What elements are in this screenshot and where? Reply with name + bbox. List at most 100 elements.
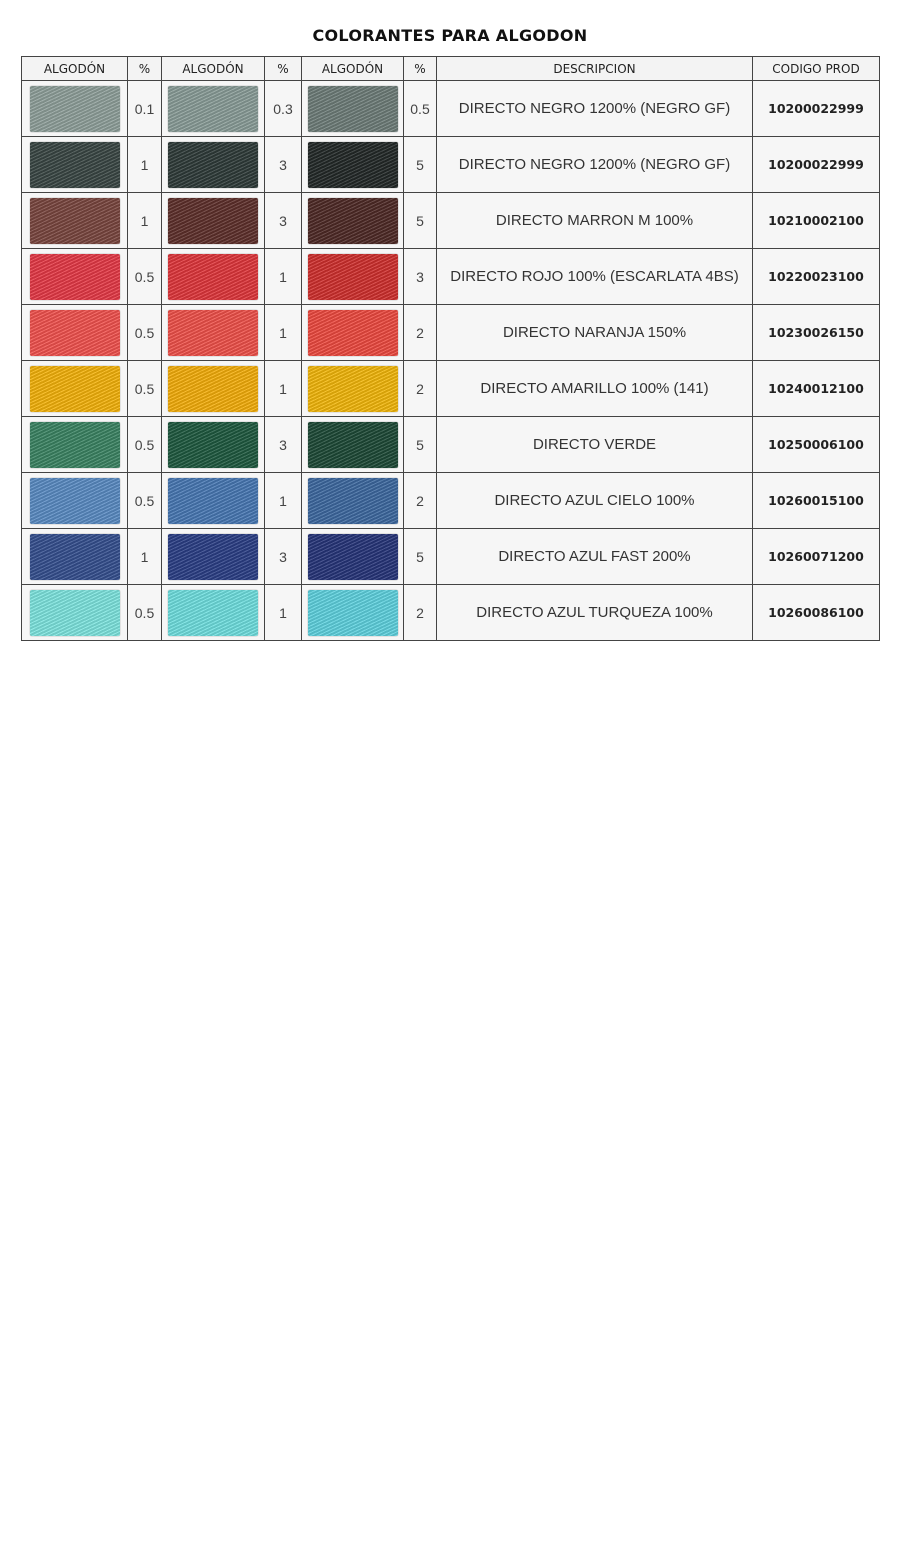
- table-row: 0.5 3 5 DIRECTO VERDE 10250006100: [21, 416, 880, 473]
- percent-cell: 5: [403, 192, 437, 249]
- swatch-cell: [161, 192, 265, 249]
- header-algodon-2: ALGODÓN: [161, 56, 265, 81]
- table-row: 0.1 0.3 0.5 DIRECTO NEGRO 1200% (NEGRO GF) 1…: [21, 80, 880, 137]
- fabric-swatch: [29, 533, 120, 580]
- swatch-cell: [21, 248, 128, 305]
- table-row: 0.5 1 2 DIRECTO AMARILLO 100% (141) 10240012…: [21, 360, 880, 417]
- product-code-cell: 10220023100: [752, 248, 880, 305]
- swatch-cell: [161, 80, 265, 137]
- description-cell: DIRECTO MARRON M 100%: [436, 192, 753, 249]
- fabric-swatch: [29, 253, 120, 300]
- fabric-swatch: [307, 253, 398, 300]
- percent-cell: 2: [403, 360, 437, 417]
- fabric-swatch: [168, 197, 258, 244]
- fabric-swatch: [29, 589, 120, 636]
- percent-cell: 2: [403, 472, 437, 529]
- table-row: 0.5 1 2 DIRECTO AZUL TURQUEZA 100% 102600861…: [21, 584, 880, 641]
- header-pct-2: %: [264, 56, 302, 81]
- percent-cell: 1: [127, 136, 162, 193]
- description-cell: DIRECTO NEGRO 1200% (NEGRO GF): [436, 80, 753, 137]
- percent-cell: 5: [403, 416, 437, 473]
- fabric-swatch: [168, 253, 258, 300]
- swatch-cell: [301, 192, 404, 249]
- header-pct-1: %: [127, 56, 162, 81]
- description-cell: DIRECTO AZUL TURQUEZA 100%: [436, 584, 753, 641]
- swatch-cell: [21, 304, 128, 361]
- description-cell: DIRECTO AZUL CIELO 100%: [436, 472, 753, 529]
- header-codigo: CODIGO PROD: [752, 56, 880, 81]
- swatch-cell: [301, 472, 404, 529]
- percent-cell: 5: [403, 528, 437, 585]
- fabric-swatch: [29, 309, 120, 356]
- product-code-cell: 10250006100: [752, 416, 880, 473]
- swatch-cell: [21, 416, 128, 473]
- table-row: 0.5 1 2 DIRECTO NARANJA 150% 10230026150: [21, 304, 880, 361]
- swatch-cell: [301, 136, 404, 193]
- swatch-cell: [301, 528, 404, 585]
- fabric-swatch: [307, 197, 398, 244]
- header-descripcion: DESCRIPCION: [436, 56, 753, 81]
- fabric-swatch: [168, 421, 258, 468]
- swatch-cell: [301, 584, 404, 641]
- fabric-swatch: [168, 365, 258, 412]
- swatch-cell: [301, 80, 404, 137]
- fabric-swatch: [307, 365, 398, 412]
- percent-cell: 0.5: [127, 584, 162, 641]
- percent-cell: 2: [403, 584, 437, 641]
- fabric-swatch: [29, 477, 120, 524]
- swatch-cell: [301, 360, 404, 417]
- header-algodon-1: ALGODÓN: [21, 56, 128, 81]
- product-code-cell: 10200022999: [752, 136, 880, 193]
- header-pct-3: %: [403, 56, 437, 81]
- swatch-cell: [21, 472, 128, 529]
- swatch-cell: [161, 472, 265, 529]
- fabric-swatch: [307, 421, 398, 468]
- product-code-cell: 10260086100: [752, 584, 880, 641]
- percent-cell: 0.5: [403, 80, 437, 137]
- fabric-swatch: [168, 141, 258, 188]
- fabric-swatch: [168, 589, 258, 636]
- fabric-swatch: [307, 589, 398, 636]
- percent-cell: 1: [264, 584, 302, 641]
- percent-cell: 0.5: [127, 416, 162, 473]
- swatch-cell: [21, 528, 128, 585]
- swatch-cell: [301, 248, 404, 305]
- description-cell: DIRECTO AMARILLO 100% (141): [436, 360, 753, 417]
- percent-cell: 0.5: [127, 360, 162, 417]
- percent-cell: 0.5: [127, 304, 162, 361]
- percent-cell: 0.5: [127, 472, 162, 529]
- fabric-swatch: [168, 85, 258, 132]
- product-code-cell: 10240012100: [752, 360, 880, 417]
- percent-cell: 5: [403, 136, 437, 193]
- table-row: 1 3 5 DIRECTO NEGRO 1200% (NEGRO GF) 1020002…: [21, 136, 880, 193]
- swatch-cell: [161, 304, 265, 361]
- swatch-cell: [21, 584, 128, 641]
- description-cell: DIRECTO AZUL FAST 200%: [436, 528, 753, 585]
- fabric-swatch: [307, 309, 398, 356]
- header-row: ALGODÓN % ALGODÓN % ALGODÓN % DESCRIPCIO…: [21, 56, 880, 81]
- percent-cell: 3: [264, 416, 302, 473]
- swatch-cell: [21, 360, 128, 417]
- product-code-cell: 10210002100: [752, 192, 880, 249]
- fabric-swatch: [168, 533, 258, 580]
- product-code-cell: 10260015100: [752, 472, 880, 529]
- percent-cell: 1: [127, 528, 162, 585]
- swatch-cell: [21, 80, 128, 137]
- description-cell: DIRECTO NARANJA 150%: [436, 304, 753, 361]
- swatch-cell: [161, 248, 265, 305]
- swatch-cell: [301, 304, 404, 361]
- swatch-cell: [161, 528, 265, 585]
- fabric-swatch: [168, 477, 258, 524]
- swatch-cell: [161, 416, 265, 473]
- dye-chart-table: ALGODÓN % ALGODÓN % ALGODÓN % DESCRIPCIO…: [21, 56, 880, 641]
- percent-cell: 0.3: [264, 80, 302, 137]
- swatch-cell: [21, 192, 128, 249]
- table-row: 0.5 1 2 DIRECTO AZUL CIELO 100% 10260015100: [21, 472, 880, 529]
- table-row: 1 3 5 DIRECTO MARRON M 100% 10210002100: [21, 192, 880, 249]
- percent-cell: 1: [127, 192, 162, 249]
- header-algodon-3: ALGODÓN: [301, 56, 404, 81]
- percent-cell: 1: [264, 360, 302, 417]
- fabric-swatch: [29, 197, 120, 244]
- percent-cell: 2: [403, 304, 437, 361]
- fabric-swatch: [29, 85, 120, 132]
